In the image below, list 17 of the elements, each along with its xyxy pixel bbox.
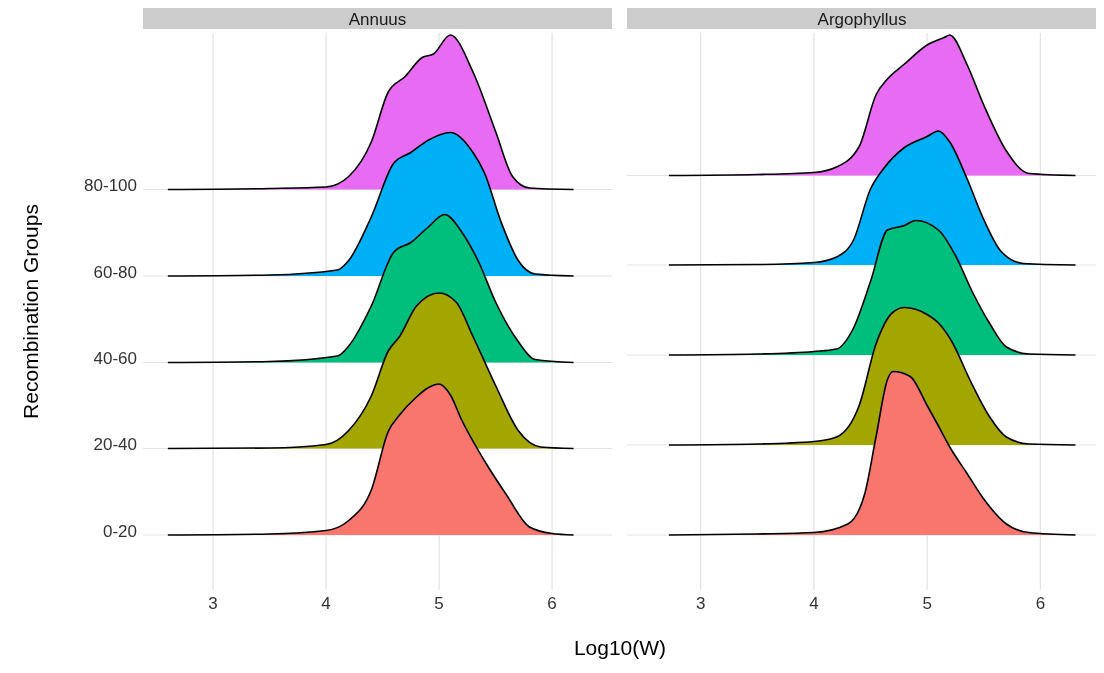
x-tick-label: 6: [1035, 594, 1046, 613]
series-label: 0-20: [102, 521, 137, 541]
series-label: 80-100: [84, 176, 137, 196]
x-axis-title: Log10(W): [573, 636, 667, 659]
x-tick-label: 3: [695, 594, 706, 613]
y-axis-title: Recombination Groups: [19, 204, 42, 419]
x-tick-label: 4: [809, 594, 819, 613]
x-tick-label: 6: [547, 594, 557, 613]
series-label: 20-40: [93, 435, 137, 455]
x-tick-label: 5: [434, 594, 444, 613]
series-label: 60-80: [93, 262, 137, 282]
x-tick-label: 3: [208, 594, 218, 613]
chart-title: Argophyllus: [817, 9, 907, 29]
x-tick-label: 4: [321, 594, 331, 613]
chart-title: Annuus: [348, 9, 407, 29]
series-label: 40-60: [93, 349, 137, 369]
x-tick-label: 5: [922, 594, 932, 613]
